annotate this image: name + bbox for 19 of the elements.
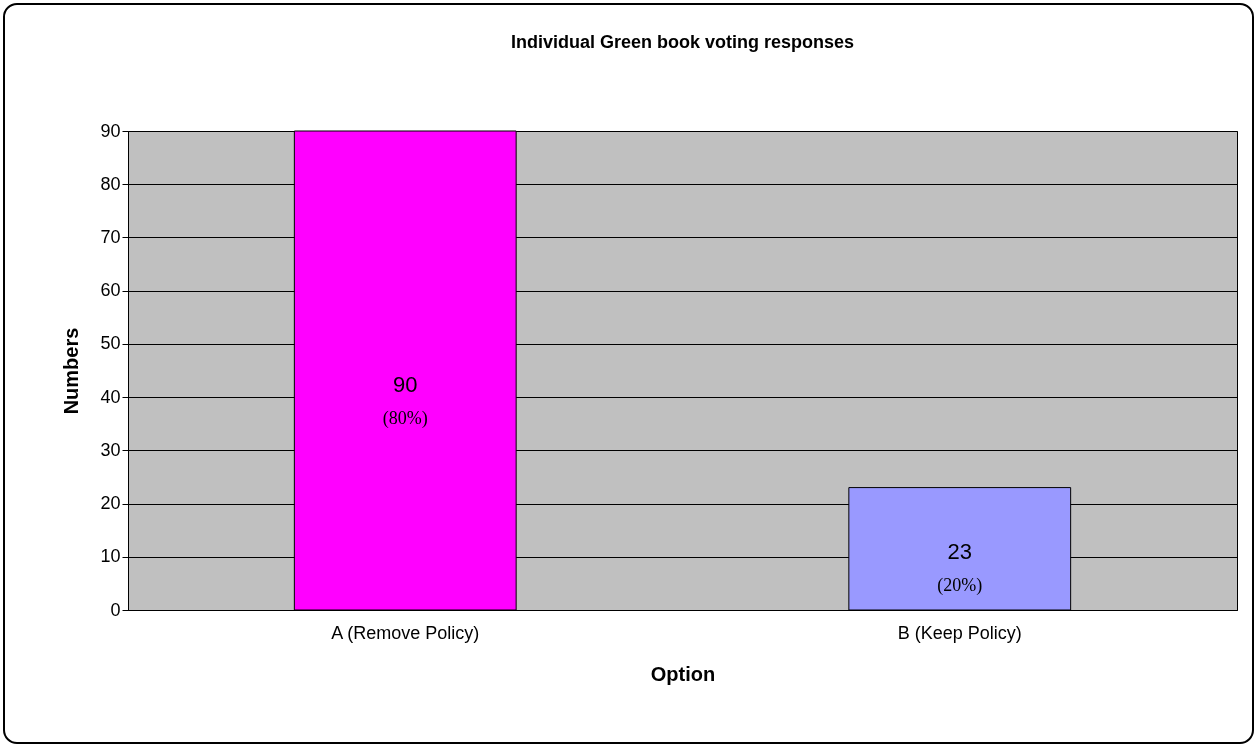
data-label: 23 xyxy=(947,539,972,565)
chart-title: Individual Green book voting responses xyxy=(510,32,855,52)
annotation: (20%) xyxy=(937,575,983,597)
data-label: 90 xyxy=(393,371,418,397)
y-tick-label: 40 xyxy=(100,386,121,407)
y-tick-label: 80 xyxy=(100,173,121,194)
annotation: (80%) xyxy=(382,407,428,429)
x-tick-label: A (Remove Policy) xyxy=(331,622,480,643)
y-tick-label: 10 xyxy=(100,546,121,567)
y-tick-label: 50 xyxy=(100,333,121,354)
x-tick-label: B (Keep Policy) xyxy=(897,622,1022,643)
y-tick-label: 90 xyxy=(100,120,121,141)
y-tick-label: 60 xyxy=(100,280,121,301)
y-tick-label: 20 xyxy=(100,493,121,514)
y-tick-label: 30 xyxy=(100,439,121,460)
y-axis-title: Numbers xyxy=(60,327,83,415)
x-axis-title: Option xyxy=(650,662,716,685)
y-tick-label: 0 xyxy=(110,599,121,620)
y-tick-label: 70 xyxy=(100,226,121,247)
